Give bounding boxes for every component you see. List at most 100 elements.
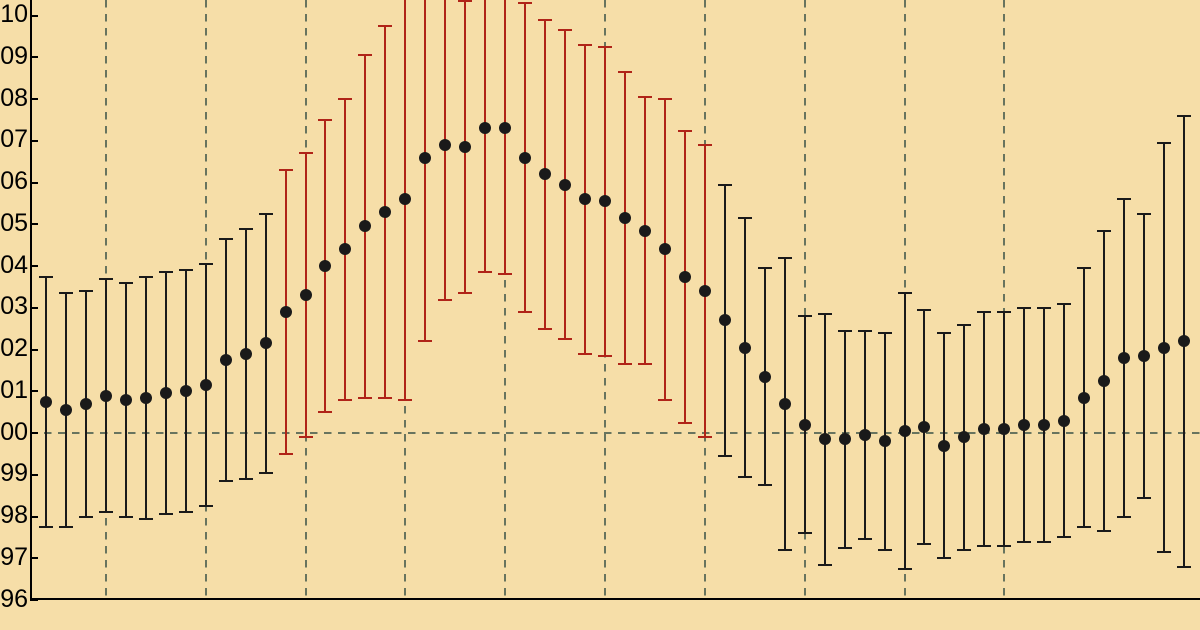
error-cap: [199, 263, 213, 265]
data-point: [1158, 342, 1170, 354]
data-point: [719, 314, 731, 326]
error-cap: [997, 311, 1011, 313]
data-point: [759, 371, 771, 383]
error-cap: [818, 313, 832, 315]
error-cap: [259, 472, 273, 474]
y-tick-label: 10: [0, 0, 28, 29]
error-cap: [338, 399, 352, 401]
data-point: [1018, 419, 1030, 431]
data-point: [339, 243, 351, 255]
error-cap: [219, 238, 233, 240]
error-cap: [1097, 230, 1111, 232]
y-tick-label: 06: [0, 167, 28, 196]
error-cap: [1017, 307, 1031, 309]
error-cap: [558, 29, 572, 31]
data-point: [479, 122, 491, 134]
error-cap: [1117, 198, 1131, 200]
error-cap: [219, 480, 233, 482]
error-cap: [518, 311, 532, 313]
error-cap: [738, 476, 752, 478]
error-cap: [758, 484, 772, 486]
data-point: [1098, 375, 1110, 387]
error-cap: [658, 98, 672, 100]
data-point: [1118, 352, 1130, 364]
error-cap: [179, 269, 193, 271]
error-cap: [898, 568, 912, 570]
data-point: [1078, 392, 1090, 404]
y-tick-label: 00: [0, 418, 28, 447]
data-point: [240, 348, 252, 360]
data-point: [779, 398, 791, 410]
error-cap: [139, 518, 153, 520]
error-cap: [458, 292, 472, 294]
error-cap: [598, 46, 612, 48]
error-cap: [898, 292, 912, 294]
error-cap: [878, 549, 892, 551]
data-point: [80, 398, 92, 410]
error-cap: [1097, 530, 1111, 532]
data-point: [160, 387, 172, 399]
y-tick-label: 08: [0, 84, 28, 113]
error-cap: [119, 516, 133, 518]
error-cap: [718, 184, 732, 186]
error-bar: [504, 0, 506, 274]
data-point: [220, 354, 232, 366]
data-point: [300, 289, 312, 301]
data-point: [839, 433, 851, 445]
y-tick-label: 09: [0, 42, 28, 71]
error-cap: [358, 54, 372, 56]
error-cap: [818, 564, 832, 566]
y-tick-label: 04: [0, 251, 28, 280]
error-cap: [878, 332, 892, 334]
data-point: [1058, 415, 1070, 427]
error-cap: [798, 532, 812, 534]
error-cap: [798, 315, 812, 317]
error-cap: [1177, 566, 1191, 568]
error-cap: [977, 311, 991, 313]
data-point: [260, 337, 272, 349]
error-cap: [1057, 536, 1071, 538]
error-cap: [937, 557, 951, 559]
error-cap: [977, 545, 991, 547]
data-point: [519, 152, 531, 164]
data-point: [799, 419, 811, 431]
y-tick-label: 03: [0, 292, 28, 321]
error-cap: [678, 422, 692, 424]
error-bar: [484, 0, 486, 272]
error-cap: [1117, 516, 1131, 518]
data-point: [180, 385, 192, 397]
error-cap: [39, 526, 53, 528]
error-cap: [79, 290, 93, 292]
error-cap: [1137, 213, 1151, 215]
error-cap: [159, 271, 173, 273]
error-cap: [638, 96, 652, 98]
error-cap: [199, 505, 213, 507]
data-point: [100, 390, 112, 402]
error-cap: [618, 363, 632, 365]
error-cap: [239, 478, 253, 480]
error-cap: [318, 119, 332, 121]
error-cap: [618, 71, 632, 73]
error-cap: [1157, 142, 1171, 144]
error-cap: [1157, 551, 1171, 553]
data-point: [459, 141, 471, 153]
y-axis: [30, 0, 32, 600]
error-cap: [518, 2, 532, 4]
error-cap: [239, 228, 253, 230]
error-cap: [917, 543, 931, 545]
data-point: [739, 342, 751, 354]
y-tick-label: 97: [0, 543, 28, 572]
data-point: [938, 440, 950, 452]
data-point: [439, 139, 451, 151]
error-cap: [338, 98, 352, 100]
data-point: [200, 379, 212, 391]
error-cap: [159, 513, 173, 515]
error-cap: [59, 526, 73, 528]
data-point: [619, 212, 631, 224]
error-cap: [458, 0, 472, 2]
y-tick-label: 07: [0, 125, 28, 154]
y-tick-label: 98: [0, 501, 28, 530]
data-point: [639, 225, 651, 237]
error-cap: [538, 19, 552, 21]
error-cap: [99, 511, 113, 513]
